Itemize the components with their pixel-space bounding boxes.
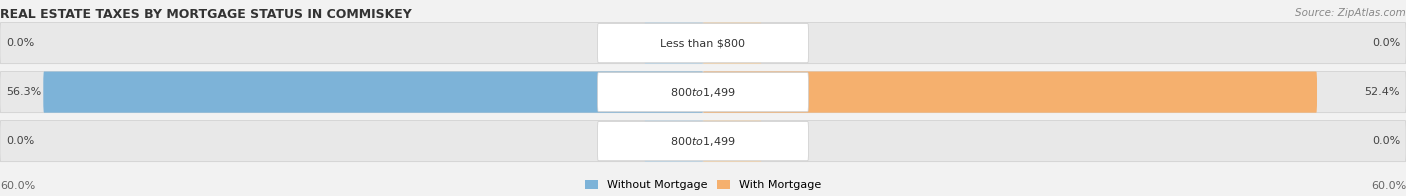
Legend: Without Mortgage, With Mortgage: Without Mortgage, With Mortgage [585, 180, 821, 191]
Text: Source: ZipAtlas.com: Source: ZipAtlas.com [1295, 8, 1406, 18]
FancyBboxPatch shape [598, 24, 808, 63]
FancyBboxPatch shape [703, 121, 762, 162]
Text: 52.4%: 52.4% [1365, 87, 1400, 97]
Text: 0.0%: 0.0% [1372, 136, 1400, 146]
Text: REAL ESTATE TAXES BY MORTGAGE STATUS IN COMMISKEY: REAL ESTATE TAXES BY MORTGAGE STATUS IN … [0, 8, 412, 21]
Text: $800 to $1,499: $800 to $1,499 [671, 135, 735, 148]
FancyBboxPatch shape [598, 73, 808, 112]
FancyBboxPatch shape [0, 121, 1406, 162]
Text: 60.0%: 60.0% [1371, 181, 1406, 191]
FancyBboxPatch shape [703, 72, 1317, 113]
FancyBboxPatch shape [44, 72, 703, 113]
Text: 0.0%: 0.0% [6, 136, 34, 146]
Text: 0.0%: 0.0% [1372, 38, 1400, 48]
Text: $800 to $1,499: $800 to $1,499 [671, 86, 735, 99]
FancyBboxPatch shape [703, 23, 762, 64]
FancyBboxPatch shape [0, 23, 1406, 64]
FancyBboxPatch shape [598, 122, 808, 161]
Text: 0.0%: 0.0% [6, 38, 34, 48]
FancyBboxPatch shape [0, 72, 1406, 113]
Text: 60.0%: 60.0% [0, 181, 35, 191]
FancyBboxPatch shape [644, 23, 703, 64]
Text: Less than $800: Less than $800 [661, 38, 745, 48]
Text: 56.3%: 56.3% [6, 87, 41, 97]
FancyBboxPatch shape [644, 121, 703, 162]
